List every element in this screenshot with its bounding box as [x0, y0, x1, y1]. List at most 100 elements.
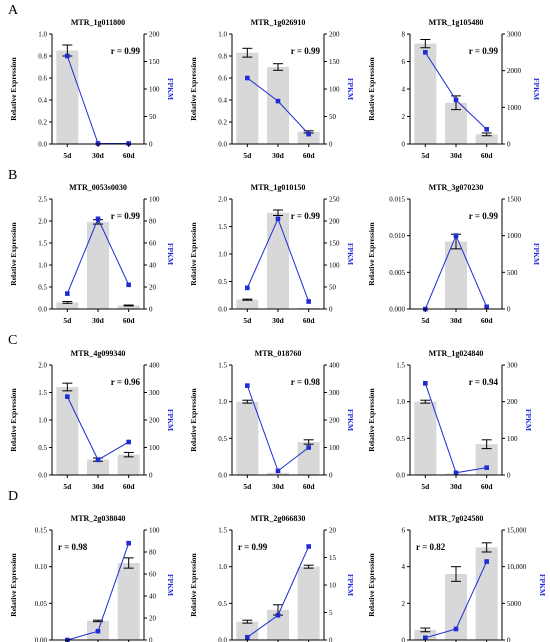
y2-tick-label-MTR_1g011800-4: 200	[149, 31, 160, 39]
y-tick-label-MTR_7g024580-2: 4	[402, 563, 406, 571]
y2-tick-label-MTR_1g011800-2: 100	[149, 86, 160, 94]
y2-tick-label-MTR_0053s0030-4: 80	[149, 218, 157, 226]
y-tick-label-MTR_1g011800-3: 0.6	[38, 75, 47, 83]
correlation-label-MTR_1g026910: r = 0.99	[291, 46, 321, 56]
bar-MTR_2g066830-5d	[236, 621, 259, 640]
y2-axis-label-MTR_3g070230: FPKM	[532, 243, 541, 265]
fpkm-point-MTR_4g099340-5d	[65, 394, 70, 399]
chart-title-MTR_1g011800: MTR_1g011800	[71, 18, 125, 27]
y2-tick-label-MTR_2g066830-0: 0	[329, 637, 333, 642]
y-tick-label-MTR_1g026910-0: 0.0	[218, 141, 227, 149]
x-tick-label-MTR_0053s0030-30d: 30d	[92, 316, 105, 325]
fpkm-point-MTR_4g099340-60d	[126, 439, 131, 445]
fpkm-point-MTR_7g024580-60d	[484, 559, 489, 564]
y-axis-label-MTR_7g024580: Relative Expression	[367, 552, 376, 616]
y2-axis-label-MTR_1g010150: FPKM	[346, 243, 355, 265]
bar-MTR_018760-30d	[267, 472, 289, 475]
x-tick-label-MTR_0053s0030-5d: 5d	[63, 316, 72, 325]
y-tick-label-MTR_2g038040-1: 0.05	[35, 600, 48, 608]
y-tick-label-MTR_4g099340-0: 0.0	[38, 472, 47, 480]
y2-tick-label-MTR_2g066830-4: 20	[329, 527, 337, 535]
y2-tick-label-MTR_2g066830-3: 15	[329, 554, 337, 562]
correlation-label-MTR_018760: r = 0.98	[291, 377, 321, 387]
y2-tick-label-MTR_3g070230-3: 1500	[507, 196, 522, 204]
y2-tick-label-MTR_2g038040-5: 100	[149, 527, 160, 535]
bar-MTR_1g010150-60d	[297, 307, 320, 309]
y2-axis-label-MTR_7g024580: FPKM	[538, 574, 547, 596]
fpkm-point-MTR_1g011800-5d	[65, 53, 70, 59]
y2-tick-label-MTR_1g026910-1: 50	[329, 113, 337, 121]
y2-tick-label-MTR_4g099340-1: 100	[149, 444, 160, 452]
y2-tick-label-MTR_1g024840-2: 200	[507, 398, 518, 406]
y2-tick-label-MTR_7g024580-2: 10,000	[507, 563, 527, 571]
y2-axis-label-MTR_4g099340: FPKM	[166, 409, 175, 431]
y-tick-label-MTR_1g024840-3: 1.5	[396, 362, 405, 370]
x-tick-label-MTR_1g026910-5d: 5d	[243, 151, 252, 160]
y-tick-label-MTR_1g024840-0: 0.0	[396, 472, 405, 480]
panel-label-D: D	[8, 489, 18, 504]
fpkm-point-MTR_2g066830-60d	[306, 544, 311, 549]
x-tick-label-MTR_1g024840-5d: 5d	[421, 482, 430, 491]
bar-MTR_4g099340-60d	[117, 454, 140, 475]
y2-tick-label-MTR_0053s0030-1: 20	[149, 284, 157, 292]
fpkm-point-MTR_2g038040-60d	[126, 540, 131, 546]
fpkm-point-MTR_3g070230-30d	[453, 233, 459, 238]
y-tick-label-MTR_1g011800-1: 0.2	[38, 119, 47, 127]
y2-tick-label-MTR_1g011800-1: 50	[149, 113, 157, 121]
y2-axis-label-MTR_2g038040: FPKM	[166, 574, 175, 596]
y-tick-label-MTR_2g066830-0: 0.0	[218, 637, 227, 642]
x-tick-label-MTR_018760-60d: 60d	[303, 482, 316, 491]
y-tick-label-MTR_4g099340-3: 1.5	[38, 389, 47, 397]
bar-MTR_1g105480-5d	[414, 43, 437, 144]
x-tick-label-MTR_4g099340-5d: 5d	[63, 482, 72, 491]
y2-tick-label-MTR_7g024580-0: 0	[507, 637, 511, 642]
bar-MTR_4g099340-30d	[87, 459, 109, 475]
y-tick-label-MTR_7g024580-1: 2	[402, 600, 406, 608]
y2-tick-label-MTR_0053s0030-0: 0	[149, 306, 153, 314]
fpkm-point-MTR_3g070230-60d	[484, 304, 489, 310]
y2-tick-label-MTR_2g038040-2: 40	[149, 593, 157, 601]
fpkm-point-MTR_1g105480-60d	[484, 127, 489, 132]
x-tick-label-MTR_1g026910-30d: 30d	[272, 151, 285, 160]
y2-tick-label-MTR_1g026910-0: 0	[329, 141, 333, 149]
x-tick-label-MTR_0053s0030-60d: 60d	[123, 316, 136, 325]
y2-tick-label-MTR_1g011800-3: 150	[149, 58, 160, 66]
fpkm-point-MTR_018760-60d	[306, 445, 311, 450]
bar-MTR_0053s0030-30d	[87, 221, 109, 309]
x-tick-label-MTR_1g011800-60d: 60d	[123, 151, 136, 160]
y2-tick-label-MTR_4g099340-3: 300	[149, 389, 160, 397]
correlation-label-MTR_1g010150: r = 0.99	[291, 211, 321, 221]
y2-axis-label-MTR_1g026910: FPKM	[346, 78, 355, 100]
y-tick-label-MTR_1g010150-0: 0.0	[218, 306, 227, 314]
bar-MTR_0053s0030-60d	[117, 305, 140, 309]
y2-axis-label-MTR_1g024840: FPKM	[524, 409, 533, 431]
bar-MTR_1g024840-5d	[414, 401, 437, 475]
x-tick-label-MTR_1g011800-30d: 30d	[92, 151, 105, 160]
bar-MTR_7g024580-60d	[475, 547, 498, 640]
y2-axis-label-MTR_2g066830: FPKM	[346, 574, 355, 596]
y-tick-label-MTR_1g105480-4: 8	[402, 31, 406, 39]
bar-MTR_1g026910-60d	[297, 131, 320, 144]
x-tick-label-MTR_1g105480-60d: 60d	[481, 151, 494, 160]
y2-tick-label-MTR_7g024580-3: 15,000	[507, 527, 527, 535]
y-tick-label-MTR_1g010150-3: 1.5	[218, 223, 227, 231]
bar-MTR_018760-60d	[297, 442, 320, 475]
y2-tick-label-MTR_1g024840-1: 100	[507, 435, 518, 443]
y2-tick-label-MTR_0053s0030-3: 60	[149, 240, 157, 248]
correlation-label-MTR_4g099340: r = 0.96	[111, 377, 141, 387]
y-tick-label-MTR_1g026910-1: 0.2	[218, 119, 227, 127]
bar-MTR_2g066830-30d	[267, 609, 289, 640]
y-tick-label-MTR_1g024840-1: 0.5	[396, 435, 405, 443]
correlation-label-MTR_3g070230: r = 0.99	[469, 211, 499, 221]
y2-tick-label-MTR_1g010150-2: 100	[329, 262, 340, 270]
fpkm-point-MTR_4g099340-30d	[95, 457, 101, 463]
y2-tick-label-MTR_1g010150-3: 150	[329, 240, 340, 248]
fpkm-point-MTR_7g024580-5d	[423, 635, 428, 641]
y-tick-label-MTR_7g024580-0: 0	[402, 637, 406, 642]
y-tick-label-MTR_1g010150-1: 0.5	[218, 278, 227, 286]
y2-tick-label-MTR_1g024840-0: 0	[507, 472, 511, 480]
y2-tick-label-MTR_018760-4: 400	[329, 362, 340, 370]
y-axis-label-MTR_1g105480: Relative Expression	[367, 56, 376, 120]
y-axis-label-MTR_1g026910: Relative Expression	[189, 56, 198, 120]
